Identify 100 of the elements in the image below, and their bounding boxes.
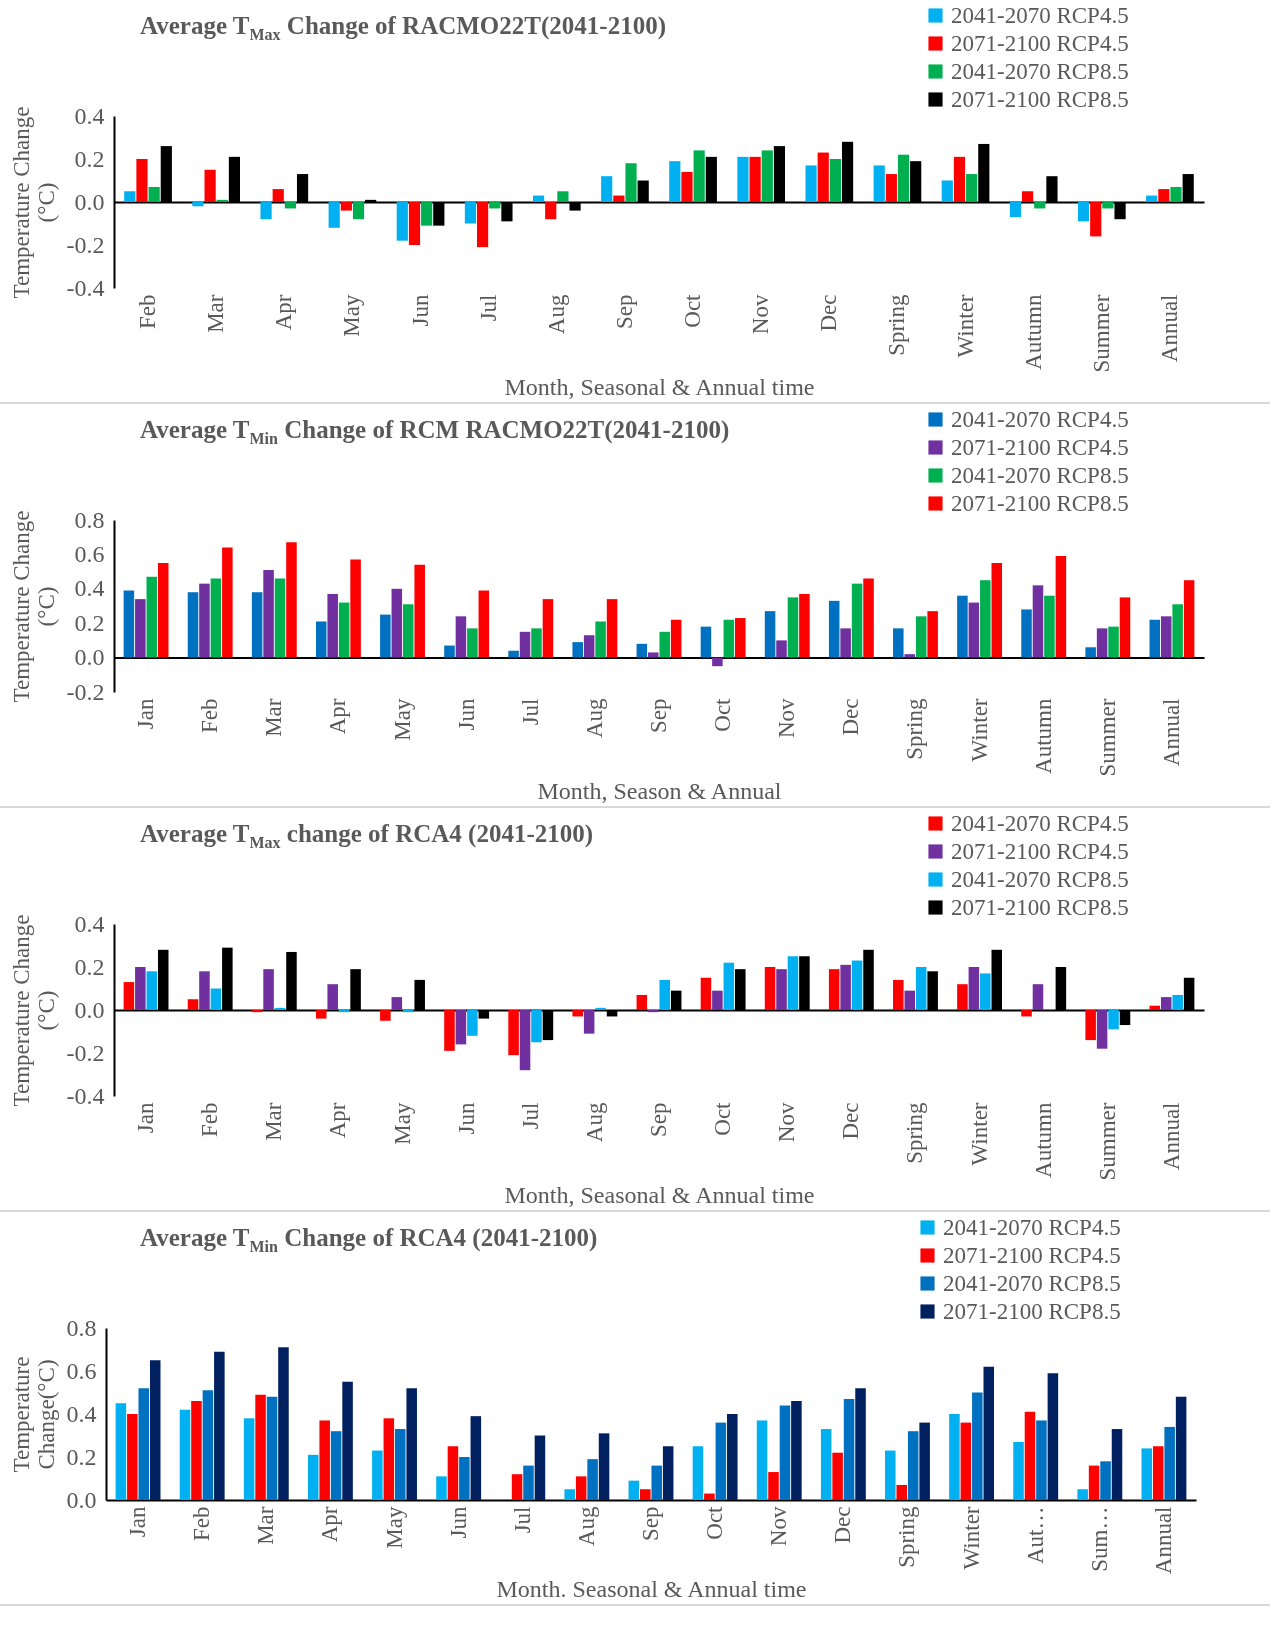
bar [380, 614, 391, 658]
bar [659, 979, 670, 1010]
bar [286, 542, 297, 658]
legend-label: 2071-2100 RCP8.5 [951, 86, 1129, 112]
legend-label: 2071-2100 RCP8.5 [951, 490, 1129, 516]
x-tick-label: Sep [646, 698, 671, 733]
bar [712, 657, 723, 667]
x-tick-label: Sep [638, 1506, 663, 1541]
bar [1096, 628, 1108, 658]
x-tick-label: Summer [1094, 698, 1120, 777]
bar [640, 1489, 651, 1500]
bar [851, 960, 863, 1010]
bar [123, 590, 135, 658]
x-tick-label: Dec [816, 294, 842, 332]
bar [531, 628, 542, 658]
bar [146, 971, 158, 1010]
bar [735, 618, 746, 658]
bar [957, 595, 968, 658]
bar [1055, 556, 1067, 658]
bar [489, 202, 501, 209]
x-tick-label: Spring [884, 294, 910, 356]
bar [564, 1489, 575, 1500]
bar [727, 1414, 738, 1500]
bar [396, 202, 408, 241]
bar [1036, 1420, 1047, 1500]
x-tick-label: Mar [203, 294, 229, 333]
bar [532, 195, 545, 202]
bar [414, 564, 425, 658]
bar [601, 176, 613, 202]
bar [776, 969, 787, 1010]
x-tick-label: Aug [543, 294, 569, 335]
bar [779, 1405, 791, 1500]
bar [391, 588, 403, 658]
bar [1088, 1465, 1100, 1500]
bar [542, 599, 554, 658]
x-tick-label: Jun [445, 1506, 471, 1539]
bar [1047, 1373, 1059, 1500]
bar [402, 604, 414, 658]
x-tick-label: Jul [517, 698, 543, 726]
x-tick-label: Spring [894, 1506, 920, 1568]
bar [222, 547, 233, 658]
bar [787, 597, 799, 658]
legend-label: 2071-2100 RCP4.5 [943, 1242, 1121, 1268]
bar [904, 990, 916, 1010]
bar [148, 186, 160, 202]
bar [1085, 647, 1096, 658]
bar [817, 152, 829, 202]
x-tick-label: Dec [838, 1102, 864, 1140]
bar [893, 979, 904, 1010]
bar [444, 645, 455, 658]
bar [972, 1392, 983, 1500]
bar [776, 640, 787, 658]
bar [927, 611, 938, 658]
bar [693, 150, 705, 202]
bar [1183, 580, 1195, 658]
bar [840, 964, 851, 1010]
bar [953, 156, 966, 202]
bar [255, 1394, 266, 1500]
bar [787, 956, 799, 1010]
bar [383, 1418, 395, 1500]
bar [915, 616, 927, 658]
bar [659, 631, 670, 658]
bar [636, 643, 648, 658]
bar [1152, 1446, 1164, 1500]
bar [723, 619, 735, 658]
y-tick-label: 0.0 [74, 644, 105, 671]
x-tick-label: Autumn [1030, 698, 1056, 774]
x-tick-label: May [389, 1102, 415, 1145]
legend-label: 2041-2070 RCP8.5 [951, 462, 1129, 488]
bar [406, 1388, 417, 1500]
y-axis-title: Temperature Change (°C) [8, 510, 59, 703]
x-tick-label: Oct [710, 697, 736, 732]
legend-label: 2041-2070 RCP4.5 [951, 2, 1129, 28]
x-tick-label: Mar [253, 1506, 279, 1545]
x-tick-label: Jun [453, 698, 479, 731]
x-tick-label: Spring [902, 698, 928, 760]
legend-label: 2041-2070 RCP4.5 [951, 810, 1129, 836]
bar [1090, 202, 1102, 237]
x-tick-label: Aug [581, 698, 607, 739]
y-tick-label: 0.6 [66, 1357, 97, 1384]
x-tick-label: Jun [407, 294, 433, 327]
y-axis-title: Temperature Change (°C) [8, 914, 59, 1107]
bar [613, 195, 625, 202]
bar [328, 202, 340, 228]
bar [136, 159, 148, 202]
bar [628, 1480, 640, 1500]
bar [327, 593, 338, 658]
y-tick-label: 0.0 [66, 1486, 97, 1513]
y-tick-label: 0.6 [74, 540, 105, 567]
bar [519, 631, 531, 658]
x-tick-label: Feb [197, 1102, 223, 1137]
bar [764, 611, 776, 658]
bar [669, 161, 681, 202]
x-tick-label: Feb [197, 698, 223, 733]
bar [907, 1431, 919, 1500]
bar [941, 180, 953, 202]
bar [467, 1010, 478, 1036]
bar [511, 1474, 523, 1500]
bar [1034, 202, 1046, 209]
bar [749, 156, 761, 202]
